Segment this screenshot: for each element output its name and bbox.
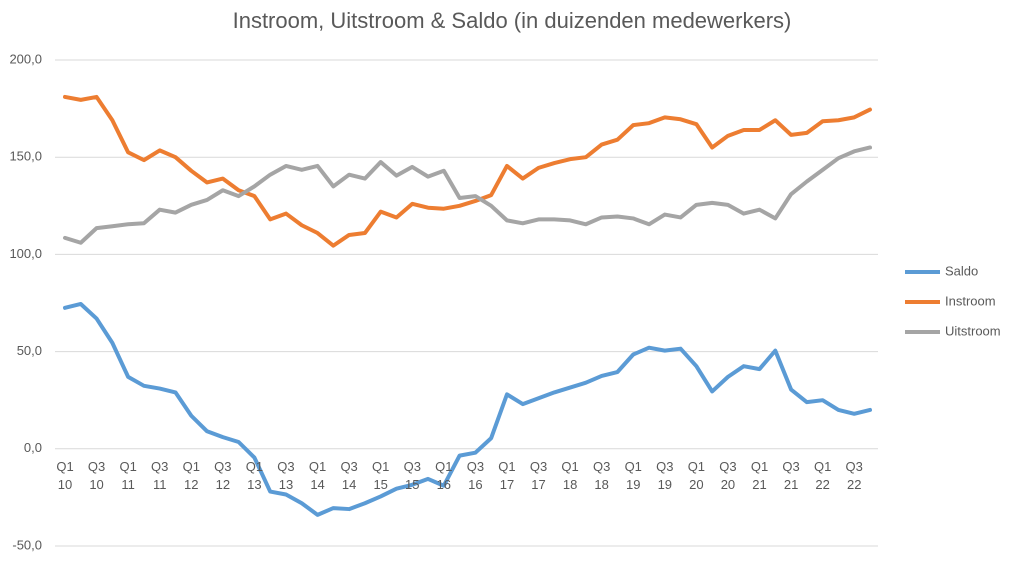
x-tick-label: Q1 20 — [687, 459, 706, 492]
x-tick-label: Q3 13 — [277, 459, 295, 492]
x-tick-label: Q3 11 — [151, 459, 169, 492]
x-tick-label: Q1 16 — [435, 459, 453, 492]
x-tick-label: Q1 12 — [182, 459, 200, 492]
x-tick-label: Q1 17 — [498, 459, 516, 492]
line-series — [63, 145, 872, 245]
x-tick-label: Q1 21 — [750, 459, 769, 492]
x-tick-label: Q3 10 — [87, 459, 106, 492]
legend-label: Saldo — [945, 263, 978, 278]
x-tick-label: Q3 12 — [214, 459, 232, 492]
x-tick-label: Q1 10 — [56, 459, 74, 492]
x-tick-label: Q3 18 — [592, 459, 611, 492]
x-tick-label: Q3 14 — [340, 459, 358, 492]
x-tick-label: Q1 15 — [372, 459, 390, 492]
x-tick-label: Q3 17 — [529, 459, 548, 492]
x-tick-label: Q1 13 — [245, 459, 264, 492]
x-tick-label: Q3 22 — [845, 459, 863, 492]
x-tick-label: Q3 20 — [719, 459, 737, 492]
x-tick-label: Q1 18 — [561, 459, 579, 492]
x-tick-label: Q1 14 — [308, 459, 327, 492]
x-tick-label: Q3 19 — [656, 459, 674, 492]
line-series — [63, 301, 872, 517]
x-tick-label: Q3 15 — [403, 459, 421, 492]
legend-label: Uitstroom — [945, 323, 1001, 338]
legend-label: Instroom — [945, 293, 996, 308]
x-tick-label: Q1 19 — [624, 459, 642, 492]
y-tick-label: 0,0 — [24, 440, 42, 455]
y-tick-label: 200,0 — [9, 51, 42, 66]
x-tick-label: Q3 16 — [466, 459, 485, 492]
x-tick-label: Q1 22 — [813, 459, 832, 492]
line-series — [63, 94, 872, 248]
x-tick-label: Q3 21 — [782, 459, 800, 492]
x-tick-label: Q1 11 — [119, 459, 137, 492]
chart-title: Instroom, Uitstroom & Saldo (in duizende… — [233, 8, 792, 33]
y-tick-label: -50,0 — [12, 537, 42, 552]
y-tick-label: 150,0 — [9, 149, 42, 164]
y-tick-label: 100,0 — [9, 246, 42, 261]
y-tick-label: 50,0 — [17, 343, 42, 358]
